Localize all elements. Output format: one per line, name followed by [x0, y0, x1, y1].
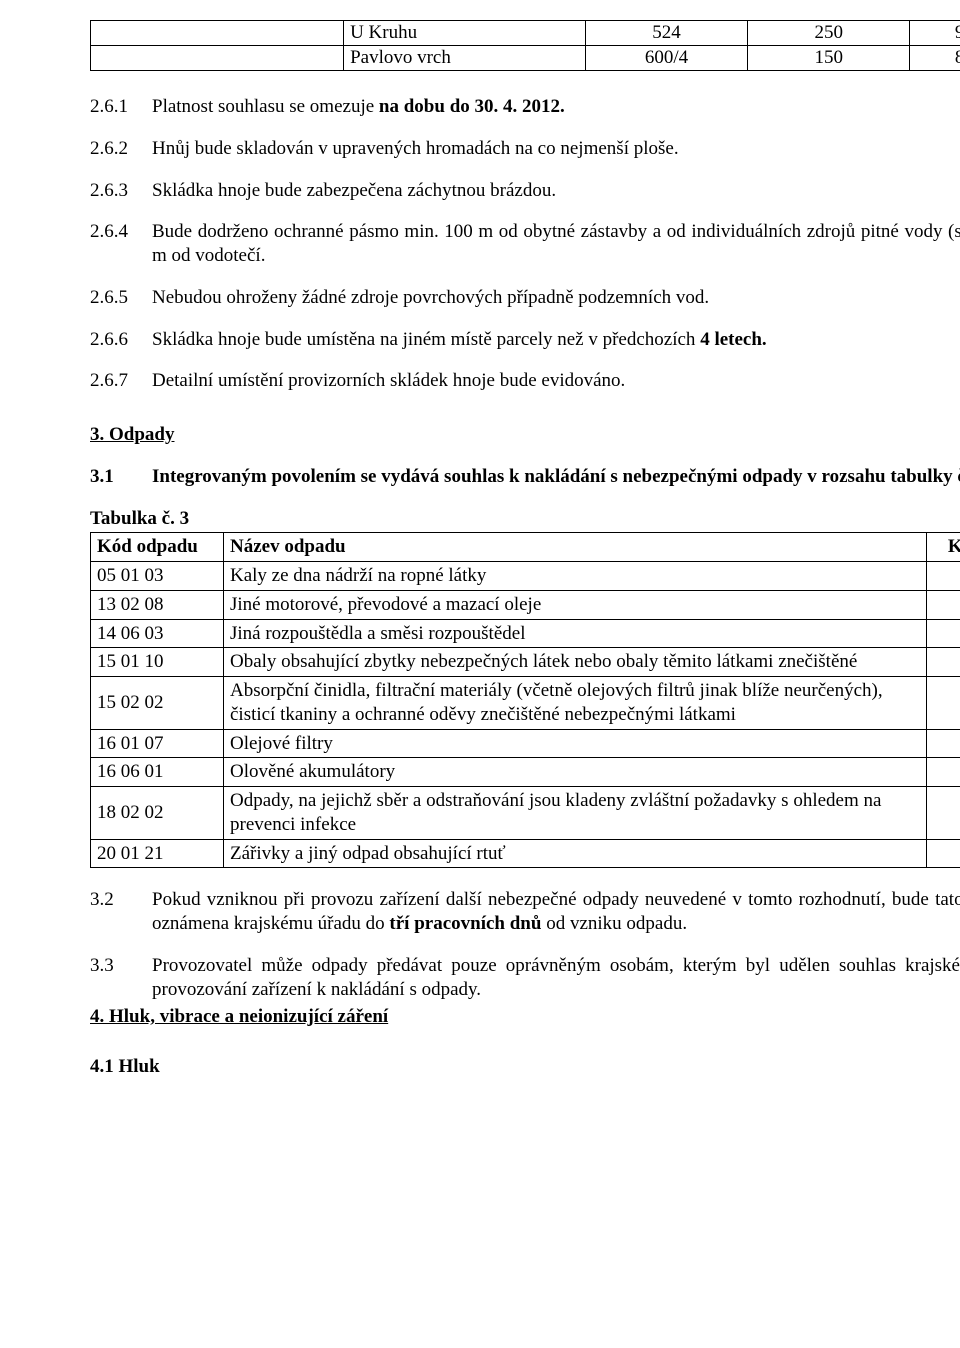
- clause-text: Hnůj bude skladován v upravených hromadá…: [152, 137, 960, 161]
- cell-name: Kaly ze dna nádrží na ropné látky: [224, 562, 927, 591]
- cell-name: Odpady, na jejichž sběr a odstraňování j…: [224, 787, 927, 840]
- table-row: Pavlovo vrch 600/4 150 8 měs.: [91, 46, 960, 71]
- section-4-heading: 4. Hluk, vibrace a neionizující záření: [90, 1005, 960, 1029]
- cell-duration: 9 měs.: [910, 21, 960, 46]
- clause-number: 2.6.1: [90, 95, 152, 119]
- cell-empty: [91, 46, 344, 71]
- clause-number: 3.1: [90, 465, 152, 489]
- cell-code: 15 02 02: [91, 677, 224, 730]
- clause-text: Skládka hnoje bude umístěna na jiném mís…: [152, 328, 960, 352]
- cell-code: 20 01 21: [91, 839, 224, 868]
- table-row: 16 01 07Olejové filtryN: [91, 729, 960, 758]
- clause-number: 2.6.6: [90, 328, 152, 352]
- cell-qty: 250: [748, 21, 910, 46]
- cell-name: Zářivky a jiný odpad obsahující rtuť: [224, 839, 927, 868]
- clause-number: 2.6.7: [90, 369, 152, 393]
- section-4-1-heading: 4.1 Hluk: [90, 1055, 960, 1079]
- cell-category: N: [927, 648, 960, 677]
- clause-number: 3.3: [90, 954, 152, 1002]
- clause-2-6-5: 2.6.5 Nebudou ohroženy žádné zdroje povr…: [90, 286, 960, 310]
- header-name: Název odpadu: [224, 533, 927, 562]
- clause-text: Nebudou ohroženy žádné zdroje povrchovýc…: [152, 286, 960, 310]
- cell-name: Absorpční činidla, filtrační materiály (…: [224, 677, 927, 730]
- section-3-heading: 3. Odpady: [90, 423, 960, 447]
- table-row: 16 06 01Olověné akumulátoryN: [91, 758, 960, 787]
- clause-2-6-3: 2.6.3 Skládka hnoje bude zabezpečena zác…: [90, 179, 960, 203]
- table-caption: Tabulka č. 3: [90, 507, 960, 531]
- waste-table: Kód odpadu Název odpadu Kategorie 05 01 …: [90, 532, 960, 868]
- cell-name: Olejové filtry: [224, 729, 927, 758]
- clause-2-6-6: 2.6.6 Skládka hnoje bude umístěna na jin…: [90, 328, 960, 352]
- cell-category: N: [927, 729, 960, 758]
- cell-code: 14 06 03: [91, 619, 224, 648]
- clause-number: 2.6.5: [90, 286, 152, 310]
- table-row: 13 02 08Jiné motorové, převodové a mazac…: [91, 590, 960, 619]
- table-row: 15 01 10Obaly obsahující zbytky nebezpeč…: [91, 648, 960, 677]
- cell-category: N: [927, 619, 960, 648]
- header-code: Kód odpadu: [91, 533, 224, 562]
- table-row: 15 02 02Absorpční činidla, filtrační mat…: [91, 677, 960, 730]
- clause-number: 2.6.4: [90, 220, 152, 268]
- clause-number: 2.6.3: [90, 179, 152, 203]
- cell-category: N: [927, 562, 960, 591]
- clause-3-3: 3.3 Provozovatel může odpady předávat po…: [90, 954, 960, 1002]
- clause-2-6-2: 2.6.2 Hnůj bude skladován v upravených h…: [90, 137, 960, 161]
- cell-empty: [91, 21, 344, 46]
- cell-code: 15 01 10: [91, 648, 224, 677]
- cell-code: 13 02 08: [91, 590, 224, 619]
- cell-duration: 8 měs.: [910, 46, 960, 71]
- cell-location: U Kruhu: [344, 21, 586, 46]
- cell-code: 16 01 07: [91, 729, 224, 758]
- cell-location: Pavlovo vrch: [344, 46, 586, 71]
- cell-category: N: [927, 677, 960, 730]
- table-row: 20 01 21Zářivky a jiný odpad obsahující …: [91, 839, 960, 868]
- cell-name: Jiná rozpouštědla a směsi rozpouštědel: [224, 619, 927, 648]
- clause-text: Bude dodrženo ochranné pásmo min. 100 m …: [152, 220, 960, 268]
- cell-name: Jiné motorové, převodové a mazací oleje: [224, 590, 927, 619]
- clause-3-1: 3.1 Integrovaným povolením se vydává sou…: [90, 465, 960, 489]
- clause-text: Platnost souhlasu se omezuje na dobu do …: [152, 95, 960, 119]
- table-row: 05 01 03Kaly ze dna nádrží na ropné látk…: [91, 562, 960, 591]
- clause-2-6-4: 2.6.4 Bude dodrženo ochranné pásmo min. …: [90, 220, 960, 268]
- cell-category: N: [927, 839, 960, 868]
- cell-category: N: [927, 590, 960, 619]
- clause-text: Detailní umístění provizorních skládek h…: [152, 369, 960, 393]
- cell-category: N: [927, 758, 960, 787]
- header-category: Kategorie: [927, 533, 960, 562]
- clause-number: 2.6.2: [90, 137, 152, 161]
- table-header-row: Kód odpadu Název odpadu Kategorie: [91, 533, 960, 562]
- cell-qty: 150: [748, 46, 910, 71]
- cell-category: N: [927, 787, 960, 840]
- cell-name: Olověné akumulátory: [224, 758, 927, 787]
- cell-code: 05 01 03: [91, 562, 224, 591]
- clause-number: 3.2: [90, 888, 152, 936]
- clause-text: Pokud vzniknou při provozu zařízení dalš…: [152, 888, 960, 936]
- location-table: U Kruhu 524 250 9 měs. Pavlovo vrch 600/…: [90, 20, 960, 71]
- cell-name: Obaly obsahující zbytky nebezpečných lát…: [224, 648, 927, 677]
- cell-code: 16 06 01: [91, 758, 224, 787]
- clause-text: Integrovaným povolením se vydává souhlas…: [152, 465, 960, 489]
- table-row: 14 06 03Jiná rozpouštědla a směsi rozpou…: [91, 619, 960, 648]
- cell-parcel: 524: [585, 21, 747, 46]
- table-row: 18 02 02Odpady, na jejichž sběr a odstra…: [91, 787, 960, 840]
- table-row: U Kruhu 524 250 9 měs.: [91, 21, 960, 46]
- clause-2-6-1: 2.6.1 Platnost souhlasu se omezuje na do…: [90, 95, 960, 119]
- cell-parcel: 600/4: [585, 46, 747, 71]
- clause-2-6-7: 2.6.7 Detailní umístění provizorních skl…: [90, 369, 960, 393]
- clause-text: Skládka hnoje bude zabezpečena záchytnou…: [152, 179, 960, 203]
- clause-text: Provozovatel může odpady předávat pouze …: [152, 954, 960, 1002]
- clause-3-2: 3.2 Pokud vzniknou při provozu zařízení …: [90, 888, 960, 936]
- cell-code: 18 02 02: [91, 787, 224, 840]
